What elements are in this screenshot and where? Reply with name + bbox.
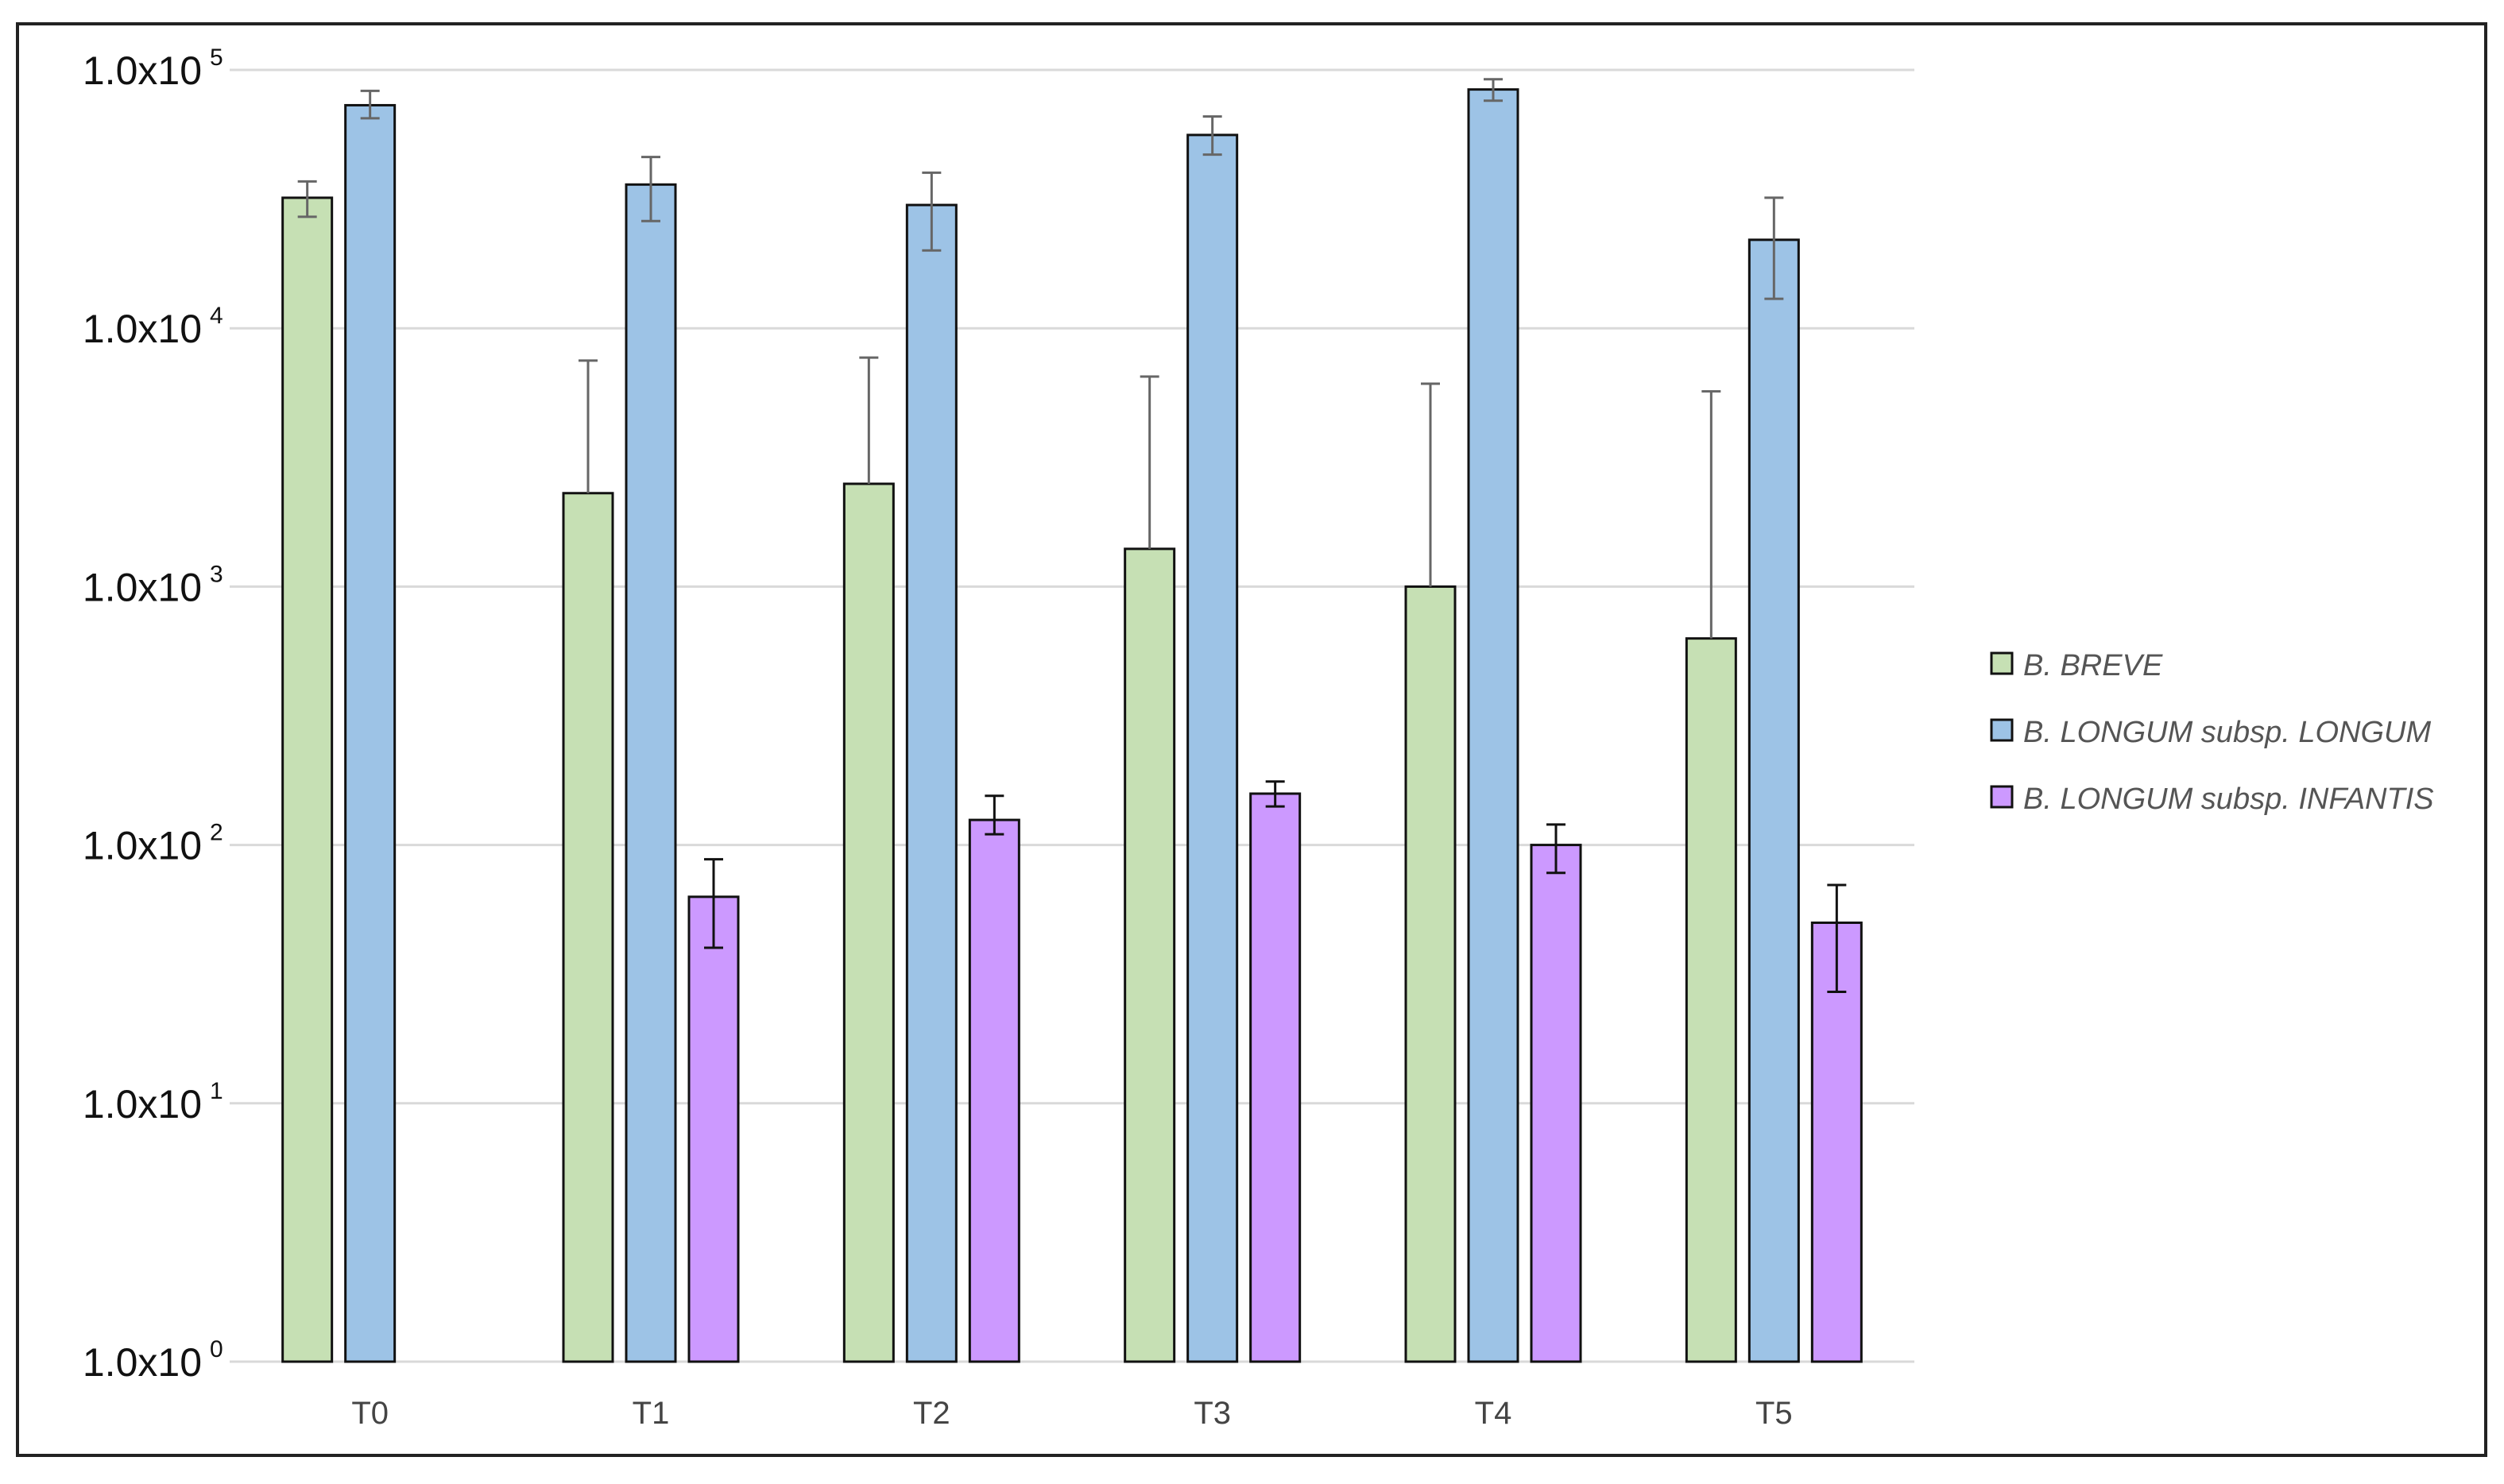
bar <box>1186 133 1239 1363</box>
bar <box>625 183 677 1363</box>
bar <box>687 895 740 1363</box>
axes: 1.0x10 0 1.0x10 1 1.0x10 2 1.0x10 3 1.0x10 4 1.0x1… <box>83 44 1793 1431</box>
bar <box>281 196 334 1363</box>
legend-label: B. LONGUM subsp. LONGUM <box>2023 716 2431 749</box>
legend-swatch <box>1990 718 2014 742</box>
bar <box>1249 792 1302 1363</box>
x-tick-label: T1 <box>633 1396 670 1431</box>
y-tick-label: 1.0x10 <box>83 307 202 351</box>
gridlines <box>230 68 1914 1363</box>
bar <box>905 203 958 1363</box>
bar-chart: 1.0x10 0 1.0x10 1 1.0x10 2 1.0x10 3 1.0x10 4 1.0x1… <box>83 44 2434 1431</box>
bar <box>1467 88 1519 1363</box>
legend: B. BREVE B. LONGUM subsp. LONGUM B. LONGUM… <box>1990 649 2434 816</box>
bar <box>1404 585 1457 1363</box>
error-bars <box>297 78 1847 994</box>
x-tick-label: T0 <box>351 1396 389 1431</box>
chart-frame: 1.0x10 0 1.0x10 1 1.0x10 2 1.0x10 3 1.0x10 4 1.0x1… <box>16 22 2487 1457</box>
bar <box>344 103 397 1363</box>
x-tick-label: T4 <box>1475 1396 1512 1431</box>
bar <box>1530 844 1582 1363</box>
y-tick-exponent: 3 <box>210 561 223 587</box>
bar <box>1747 238 1800 1363</box>
bar <box>968 818 1020 1363</box>
y-tick-label: 1.0x10 <box>83 565 202 609</box>
y-tick-exponent: 2 <box>210 820 223 846</box>
x-tick-label: T2 <box>913 1396 950 1431</box>
x-tick-label: T5 <box>1755 1396 1793 1431</box>
bar <box>1124 547 1176 1363</box>
legend-label: B. LONGUM subsp. INFANTIS <box>2023 783 2434 816</box>
y-tick-label: 1.0x10 <box>83 1082 202 1127</box>
y-tick-label: 1.0x10 <box>83 1340 202 1385</box>
y-tick-exponent: 0 <box>210 1336 223 1362</box>
bar <box>1685 637 1737 1363</box>
y-tick-exponent: 1 <box>210 1078 223 1104</box>
bar <box>1810 921 1863 1363</box>
y-tick-label: 1.0x10 <box>83 48 202 93</box>
bars <box>281 88 1863 1363</box>
legend-swatch <box>1990 651 2014 675</box>
y-tick-label: 1.0x10 <box>83 824 202 868</box>
y-tick-exponent: 5 <box>210 44 223 71</box>
legend-label: B. BREVE <box>2023 649 2163 682</box>
x-tick-label: T3 <box>1194 1396 1231 1431</box>
legend-swatch <box>1990 785 2014 809</box>
y-tick-exponent: 4 <box>210 303 223 329</box>
bar <box>562 492 614 1363</box>
bar <box>842 482 895 1363</box>
